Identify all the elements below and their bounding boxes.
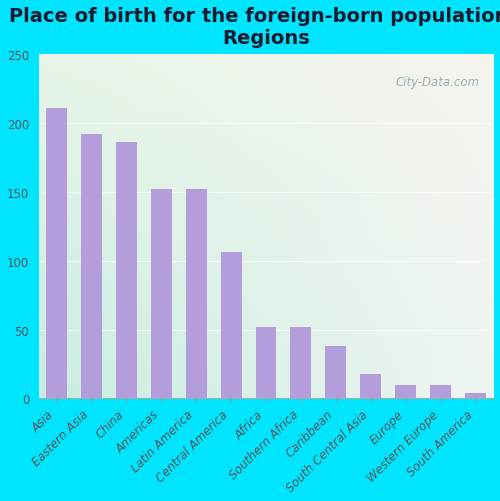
Bar bbox=[256, 327, 276, 399]
Bar bbox=[116, 143, 136, 399]
Bar bbox=[150, 190, 172, 399]
Bar bbox=[465, 393, 486, 399]
Bar bbox=[395, 385, 416, 399]
Bar bbox=[290, 327, 312, 399]
Bar bbox=[430, 385, 451, 399]
Text: City-Data.com: City-Data.com bbox=[396, 76, 479, 89]
Bar bbox=[81, 135, 102, 399]
Title: Place of birth for the foreign-born population -
Regions: Place of birth for the foreign-born popu… bbox=[9, 7, 500, 48]
Bar bbox=[186, 190, 206, 399]
Bar bbox=[220, 253, 242, 399]
Bar bbox=[46, 109, 67, 399]
Bar bbox=[326, 346, 346, 399]
Bar bbox=[360, 374, 382, 399]
